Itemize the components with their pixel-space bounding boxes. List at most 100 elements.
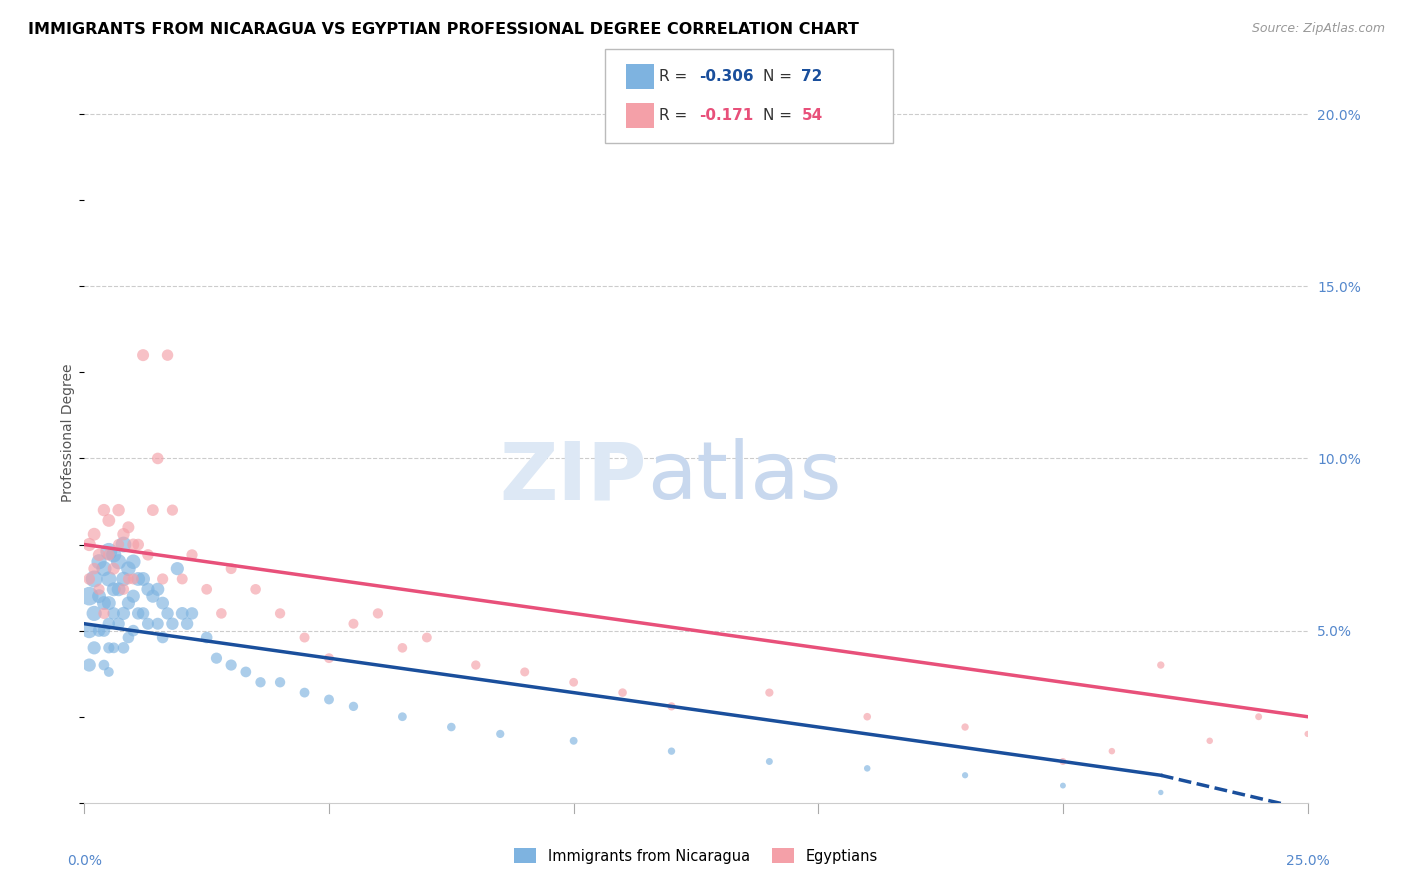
Point bbox=[112, 527, 135, 541]
Point bbox=[117, 631, 139, 645]
Point bbox=[152, 572, 174, 586]
Point bbox=[132, 572, 155, 586]
Point bbox=[97, 548, 120, 562]
Point bbox=[117, 520, 139, 534]
Text: IMMIGRANTS FROM NICARAGUA VS EGYPTIAN PROFESSIONAL DEGREE CORRELATION CHART: IMMIGRANTS FROM NICARAGUA VS EGYPTIAN PR… bbox=[28, 22, 859, 37]
Y-axis label: Professional Degree: Professional Degree bbox=[62, 363, 76, 502]
Point bbox=[269, 675, 291, 690]
Point bbox=[83, 572, 105, 586]
Text: R =: R = bbox=[659, 108, 697, 122]
Point bbox=[269, 607, 291, 621]
Point bbox=[856, 761, 879, 775]
Point bbox=[146, 616, 169, 631]
Point bbox=[440, 720, 463, 734]
Point bbox=[136, 616, 159, 631]
Point bbox=[77, 572, 100, 586]
Point bbox=[391, 640, 413, 655]
Point bbox=[1150, 785, 1173, 799]
Point bbox=[112, 640, 135, 655]
Point bbox=[661, 744, 683, 758]
Point bbox=[205, 651, 228, 665]
Point bbox=[1247, 709, 1270, 723]
Text: -0.306: -0.306 bbox=[699, 70, 754, 84]
Point bbox=[235, 665, 257, 679]
Point bbox=[318, 692, 340, 706]
Point bbox=[294, 685, 316, 699]
Point bbox=[77, 624, 100, 638]
Point bbox=[103, 607, 125, 621]
Point bbox=[181, 607, 204, 621]
Point bbox=[1296, 727, 1319, 741]
Point bbox=[856, 709, 879, 723]
Text: -0.171: -0.171 bbox=[699, 108, 754, 122]
Point bbox=[127, 607, 149, 621]
Point bbox=[132, 348, 155, 362]
Point bbox=[87, 555, 110, 569]
Point bbox=[77, 589, 100, 603]
Text: R =: R = bbox=[659, 70, 693, 84]
Point bbox=[513, 665, 536, 679]
Point bbox=[103, 561, 125, 575]
Text: ZIP: ZIP bbox=[499, 438, 647, 516]
Point bbox=[162, 616, 184, 631]
Point bbox=[1198, 734, 1220, 748]
Point bbox=[97, 596, 120, 610]
Point bbox=[953, 720, 976, 734]
Point bbox=[166, 561, 188, 575]
Point bbox=[97, 544, 120, 558]
Point bbox=[758, 755, 780, 769]
Point bbox=[661, 699, 683, 714]
Point bbox=[77, 658, 100, 673]
Point bbox=[107, 503, 129, 517]
Point bbox=[122, 555, 145, 569]
Point bbox=[83, 527, 105, 541]
Point bbox=[612, 685, 634, 699]
Point bbox=[112, 572, 135, 586]
Point bbox=[112, 607, 135, 621]
Point bbox=[112, 537, 135, 551]
Point bbox=[136, 548, 159, 562]
Point bbox=[1052, 755, 1074, 769]
Point bbox=[103, 640, 125, 655]
Point bbox=[117, 572, 139, 586]
Point bbox=[156, 607, 179, 621]
Point bbox=[83, 561, 105, 575]
Point bbox=[107, 537, 129, 551]
Point bbox=[83, 607, 105, 621]
Point bbox=[87, 624, 110, 638]
Point bbox=[93, 561, 115, 575]
Point bbox=[112, 582, 135, 597]
Point bbox=[1101, 744, 1123, 758]
Point bbox=[176, 616, 198, 631]
Text: 72: 72 bbox=[801, 70, 823, 84]
Point bbox=[87, 589, 110, 603]
Point bbox=[97, 616, 120, 631]
Point bbox=[562, 675, 585, 690]
Point bbox=[416, 631, 439, 645]
Point bbox=[103, 548, 125, 562]
Point bbox=[87, 582, 110, 597]
Point bbox=[97, 640, 120, 655]
Point bbox=[219, 658, 242, 673]
Point bbox=[122, 572, 145, 586]
Text: 25.0%: 25.0% bbox=[1285, 855, 1330, 869]
Point bbox=[107, 582, 129, 597]
Point bbox=[93, 503, 115, 517]
Point bbox=[93, 596, 115, 610]
Point bbox=[97, 572, 120, 586]
Point bbox=[127, 537, 149, 551]
Point bbox=[122, 624, 145, 638]
Point bbox=[97, 513, 120, 527]
Point bbox=[103, 582, 125, 597]
Point bbox=[77, 537, 100, 551]
Point bbox=[391, 709, 413, 723]
Point bbox=[162, 503, 184, 517]
Point bbox=[142, 589, 165, 603]
Text: atlas: atlas bbox=[647, 438, 841, 516]
Text: N =: N = bbox=[763, 70, 797, 84]
Point bbox=[122, 537, 145, 551]
Point bbox=[146, 451, 169, 466]
Point bbox=[93, 607, 115, 621]
Point bbox=[562, 734, 585, 748]
Point bbox=[87, 548, 110, 562]
